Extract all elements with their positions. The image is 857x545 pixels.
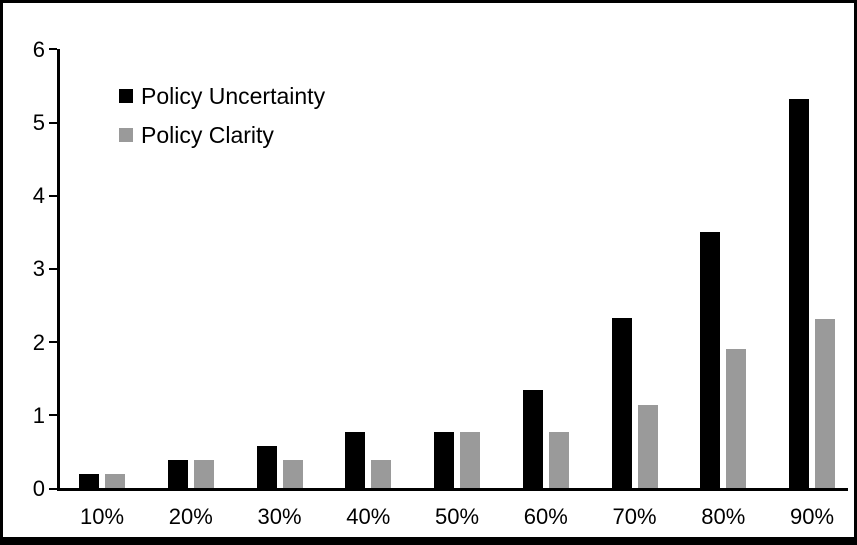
y-tick-label: 4 (32, 183, 45, 209)
bar-policy-uncertainty (79, 474, 99, 488)
y-tick-label: 3 (32, 256, 45, 282)
y-axis-line (57, 49, 60, 491)
bar-policy-clarity (548, 432, 569, 488)
y-tick-mark (49, 414, 57, 417)
y-tick-mark (49, 487, 57, 490)
legend-swatch-policy-uncertainty-icon (119, 89, 133, 103)
bar-policy-uncertainty (789, 99, 809, 488)
x-axis-label: 90% (789, 504, 835, 529)
x-axis-label: 50% (434, 504, 480, 529)
y-tick-label: 6 (32, 36, 45, 62)
bar-policy-clarity (193, 460, 214, 488)
bar-policy-clarity (105, 474, 125, 488)
legend-item-policy-uncertainty: Policy Uncertainty (119, 82, 326, 109)
x-axis-label: 20% (168, 504, 213, 529)
y-tick-label: 5 (32, 110, 45, 135)
y-tick-label: 1 (32, 402, 45, 428)
bar-policy-uncertainty (167, 460, 188, 488)
bar-policy-clarity (815, 318, 835, 488)
x-axis-label: 70% (612, 504, 657, 529)
bar-policy-uncertainty (522, 389, 543, 488)
bar-policy-clarity (726, 348, 747, 488)
x-axis-label: 40% (346, 504, 391, 529)
y-tick-mark (49, 267, 57, 270)
x-axis-label: 60% (523, 504, 568, 529)
bar-policy-uncertainty (611, 318, 632, 488)
y-tick-mark (49, 48, 57, 51)
x-axis-label: 30% (257, 504, 302, 529)
bar-policy-clarity (637, 404, 658, 488)
bar-policy-uncertainty (256, 446, 277, 488)
bar-policy-clarity (460, 432, 480, 488)
legend-label-policy-uncertainty: Policy Uncertainty (141, 82, 326, 109)
y-tick-mark (49, 341, 57, 344)
y-tick-mark (49, 121, 57, 124)
y-tick-label: 2 (32, 329, 45, 355)
x-axis-label: 80% (701, 504, 746, 529)
bar-policy-clarity (371, 460, 392, 488)
legend-label-policy-clarity: Policy Clarity (141, 121, 274, 148)
legend: Policy Uncertainty Policy Clarity (119, 82, 326, 163)
bar-policy-uncertainty (434, 432, 454, 488)
x-axis-label: 10% (79, 504, 125, 529)
bar-policy-uncertainty (700, 231, 721, 488)
bar-policy-uncertainty (345, 432, 366, 488)
y-tick-mark (49, 194, 57, 197)
bar-policy-clarity (282, 460, 303, 488)
y-tick-label: 0 (32, 476, 45, 501)
x-axis-line (57, 488, 848, 491)
legend-item-policy-clarity: Policy Clarity (119, 121, 325, 148)
legend-swatch-policy-clarity-icon (119, 128, 133, 142)
plot-area: Policy Uncertainty Policy Clarity 0 1 2 3 4 5… (3, 3, 854, 537)
